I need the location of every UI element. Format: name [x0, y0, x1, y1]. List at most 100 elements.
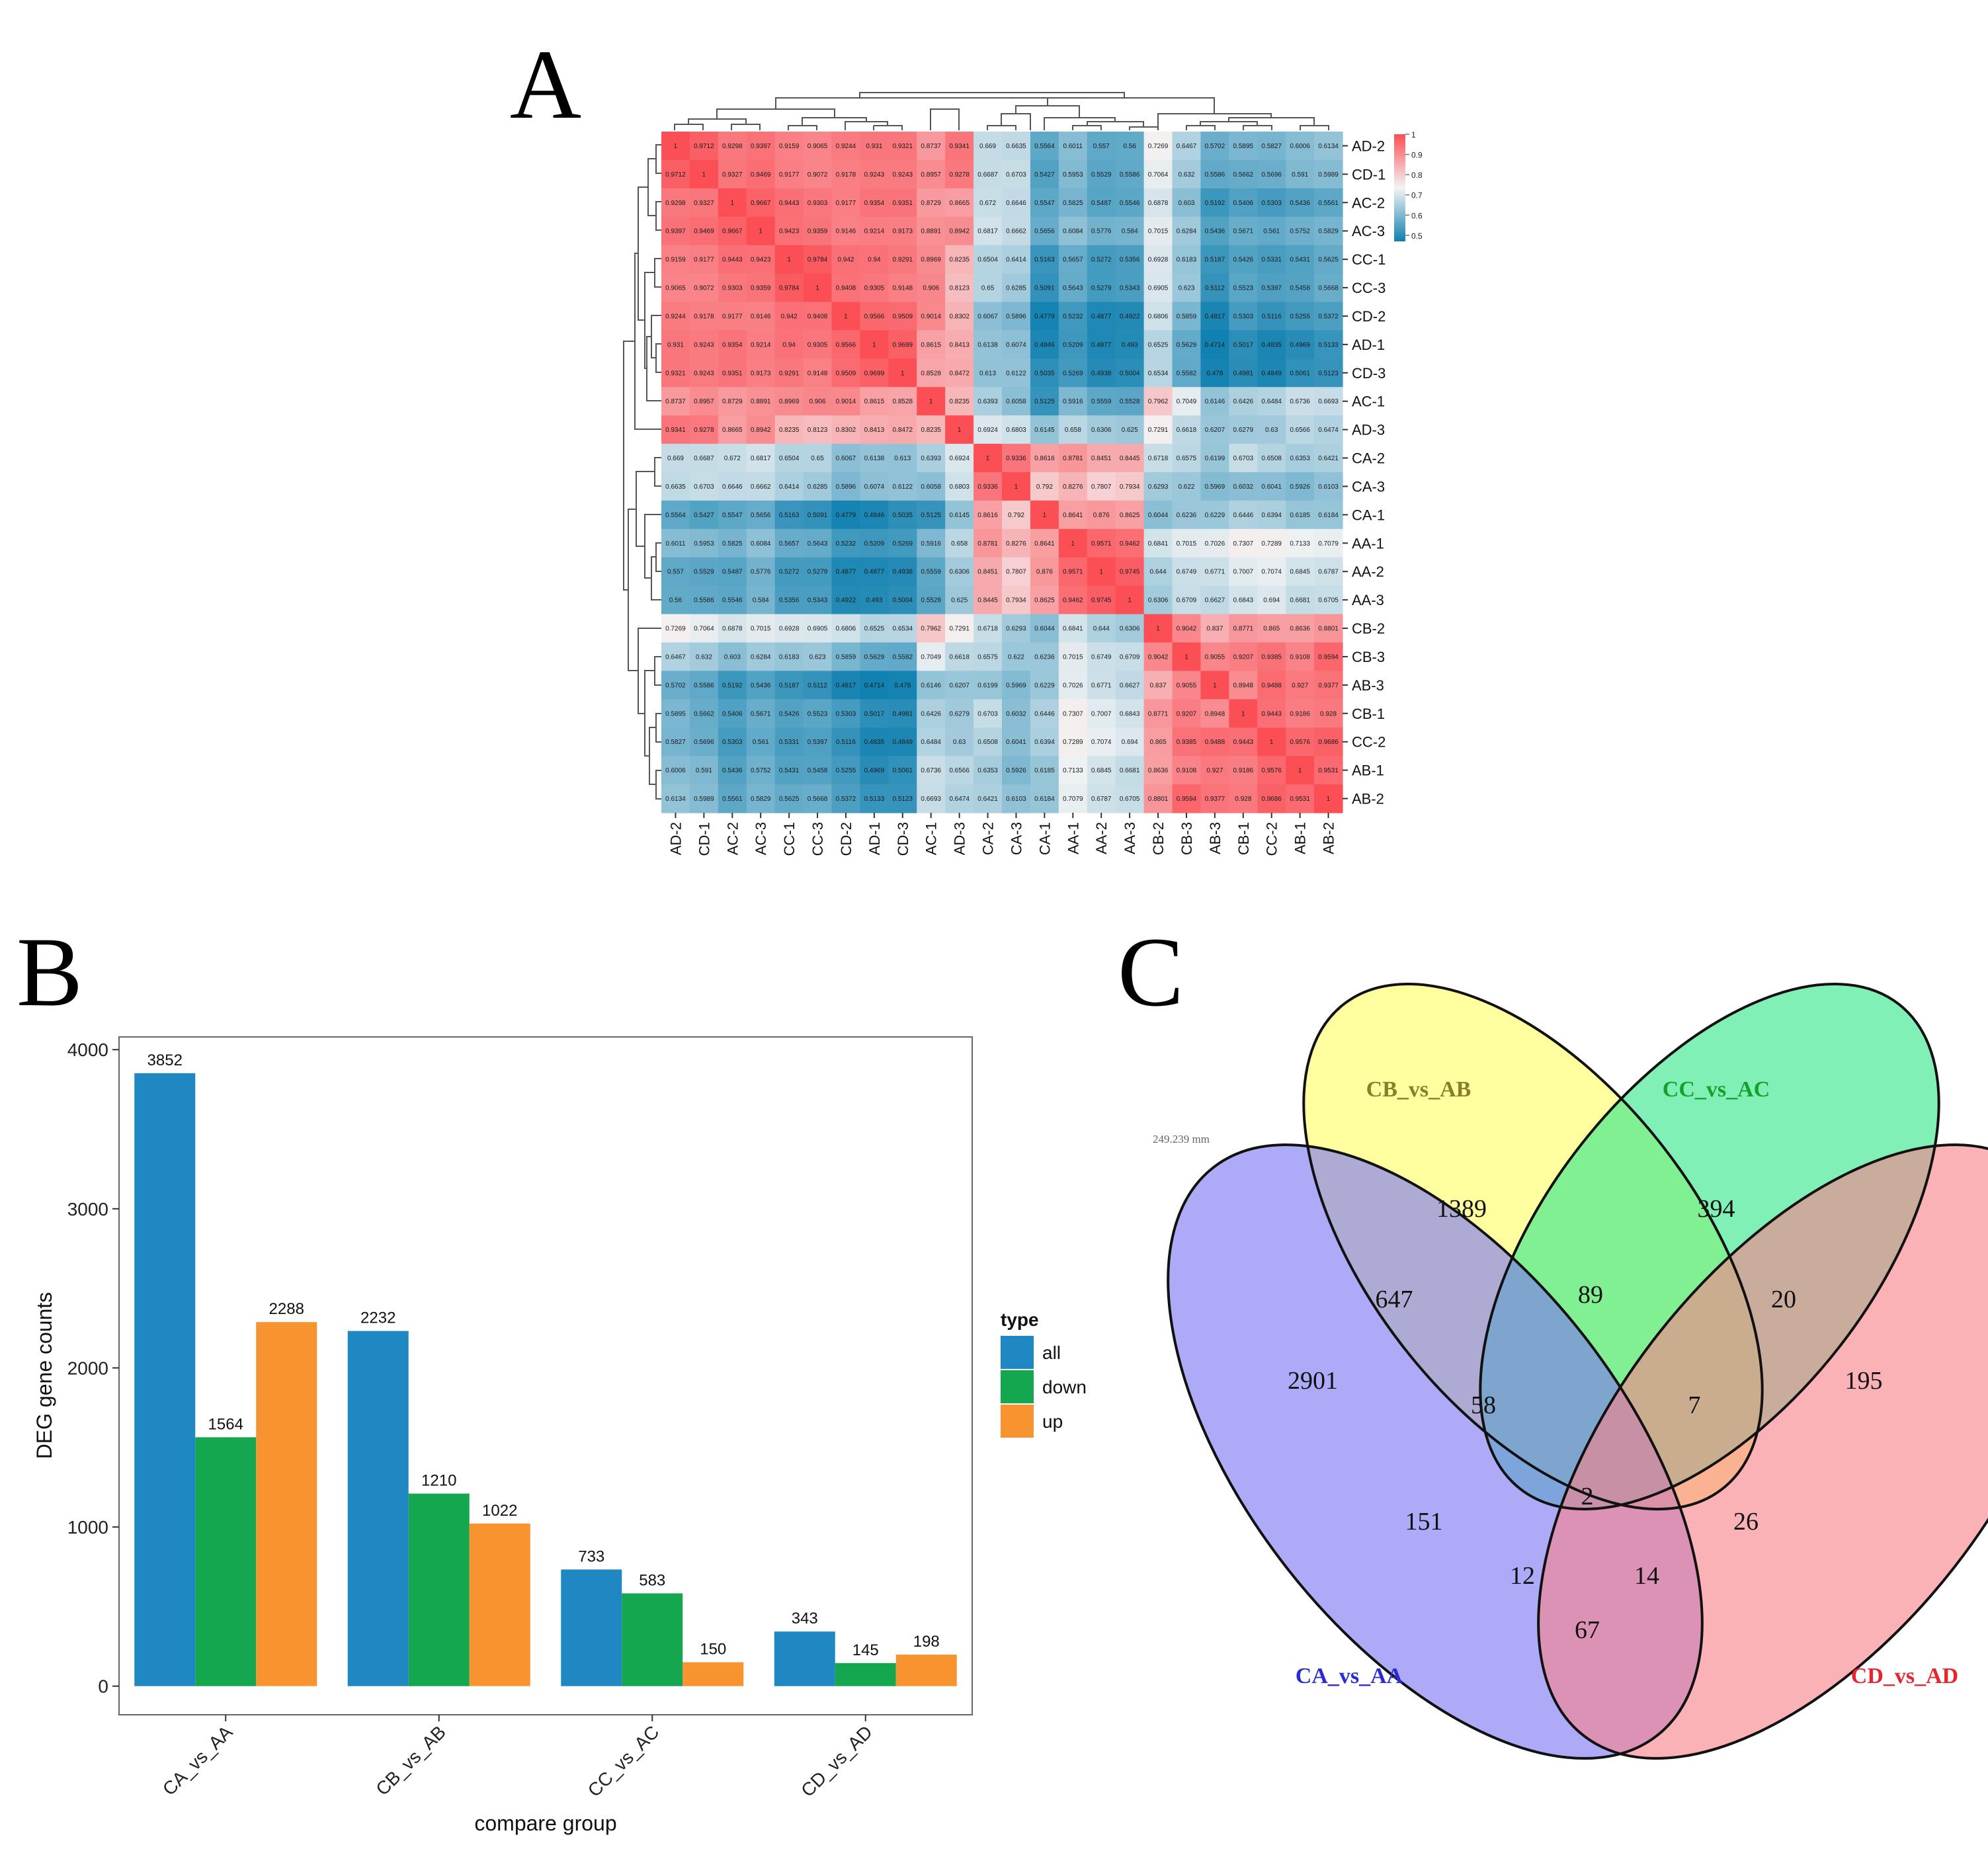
- heatmap-cell: [661, 699, 690, 728]
- heatmap-cell-value: 0.4779: [1034, 313, 1055, 320]
- heatmap-cell: [1286, 415, 1315, 444]
- heatmap-cell-value: 0.632: [696, 653, 712, 661]
- heatmap-cell: [803, 273, 833, 303]
- heatmap-cell: [774, 642, 804, 672]
- heatmap-cell-value: 0.6306: [1148, 597, 1169, 604]
- heatmap-cell: [945, 756, 974, 785]
- heatmap-cell-value: 0.9397: [751, 143, 771, 150]
- heatmap-cell-value: 0.6635: [665, 483, 686, 491]
- heatmap-cell: [1229, 358, 1258, 388]
- heatmap-cell: [1058, 699, 1088, 728]
- heatmap-cell: [1115, 273, 1145, 303]
- heatmap-cell: [917, 528, 946, 558]
- row-label-cb-3: CB-3: [1352, 649, 1385, 665]
- heatmap-cell: [746, 245, 776, 274]
- heatmap-cell-value: 0.9385: [1261, 653, 1282, 661]
- heatmap-cell: [1002, 132, 1031, 161]
- heatmap-cell: [1314, 756, 1343, 785]
- heatmap-cell-value: 0.9354: [864, 200, 885, 207]
- heatmap-cell: [1143, 188, 1173, 218]
- heatmap-cell-value: 0.5406: [722, 710, 743, 718]
- heatmap-cell: [718, 472, 747, 501]
- heatmap-cell: [831, 727, 861, 757]
- heatmap-cell-value: 0.6635: [1006, 143, 1026, 150]
- heatmap-cell-value: 0.9354: [722, 341, 743, 349]
- heatmap-cell-value: 0.4877: [1091, 313, 1112, 320]
- heatmap-cell: [1314, 699, 1343, 728]
- heatmap-cell: [1087, 756, 1116, 785]
- heatmap-cell: [860, 415, 889, 444]
- heatmap-cell-value: 0.5406: [1233, 200, 1253, 207]
- column-label-ab-1: AB-1: [1292, 822, 1309, 854]
- heatmap-cell: [689, 671, 719, 700]
- venn-count-only-cd: 195: [1845, 1367, 1883, 1395]
- heatmap-cell: [1030, 585, 1059, 615]
- heatmap-cell: [1143, 387, 1173, 416]
- column-label-ac-1: AC-1: [923, 822, 940, 855]
- heatmap-cell-value: 0.5662: [1233, 171, 1253, 179]
- heatmap-cell-value: 0.9377: [1205, 796, 1225, 803]
- heatmap-cell: [917, 727, 946, 757]
- venn-region-counts: 1389 394 2901 195 647 89 20 58 7 2 151 26 12 14 67: [1288, 1195, 1883, 1644]
- heatmap-cell-value: 0.9207: [1233, 653, 1253, 661]
- heatmap-cell: [803, 444, 833, 473]
- heatmap-cell: [1314, 273, 1343, 303]
- heatmap-cell: [1314, 528, 1343, 558]
- heatmap-cell-value: 0.5825: [1063, 200, 1083, 207]
- heatmap-cell-value: 0.5279: [808, 569, 828, 576]
- heatmap-cell: [1200, 727, 1229, 757]
- heatmap-cell-value: 0.7269: [665, 626, 686, 633]
- heatmap-cell: [689, 132, 719, 161]
- heatmap-cell-value: 0.669: [667, 455, 684, 462]
- row-label-ad-1: AD-1: [1352, 337, 1385, 353]
- heatmap-cell: [945, 132, 974, 161]
- heatmap-cell: [973, 273, 1003, 303]
- heatmap-cell-value: 0.5643: [808, 540, 828, 548]
- heatmap-cell-value: 0.7015: [1063, 653, 1083, 661]
- heatmap-cell-value: 0.6074: [864, 483, 885, 491]
- heatmap-cell: [973, 585, 1003, 615]
- heatmap-cell-value: 0.603: [1178, 200, 1194, 207]
- heatmap-cell-value: 0.8123: [949, 285, 970, 292]
- heatmap-cell: [945, 642, 974, 672]
- heatmap-cell: [1257, 273, 1286, 303]
- heatmap-cell-value: 0.9303: [808, 200, 828, 207]
- heatmap-cell-value: 1: [1213, 682, 1217, 689]
- heatmap-cell: [1286, 330, 1315, 359]
- heatmap-cell: [689, 500, 719, 530]
- heatmap-cell-value: 0.7079: [1318, 540, 1339, 548]
- bar-value-label: 733: [578, 1547, 604, 1565]
- heatmap-cell-value: 0.5561: [722, 796, 743, 803]
- heatmap-cell-value: 0.493: [1122, 341, 1138, 349]
- heatmap-cell: [1200, 756, 1229, 785]
- heatmap-cell-value: 0.8942: [949, 228, 970, 235]
- heatmap-cell: [1314, 614, 1343, 643]
- heatmap-cell: [1058, 528, 1088, 558]
- heatmap-cell: [746, 699, 776, 728]
- heatmap-cell: [1002, 500, 1031, 530]
- y-axis-title: DEG gene counts: [32, 1292, 56, 1460]
- heatmap-cell: [1257, 699, 1286, 728]
- heatmap-cell: [1115, 699, 1145, 728]
- heatmap-cell-value: 0.928: [1235, 796, 1251, 803]
- heatmap-cell-value: 0.6525: [864, 626, 885, 633]
- heatmap-cell-value: 0.672: [979, 200, 996, 207]
- heatmap-cell: [661, 330, 690, 359]
- heatmap-cell: [661, 642, 690, 672]
- heatmap-cell: [746, 216, 776, 246]
- heatmap-cell: [1143, 415, 1173, 444]
- heatmap-cell: [803, 528, 833, 558]
- heatmap-cell-value: 0.4938: [892, 569, 913, 576]
- heatmap-cell: [718, 188, 747, 218]
- heatmap-cell-value: 0.5017: [1233, 341, 1253, 349]
- heatmap-cell: [917, 273, 946, 303]
- heatmap-cell: [746, 727, 776, 757]
- heatmap-cell-value: 1: [929, 398, 933, 405]
- heatmap-cell: [803, 387, 833, 416]
- row-label-cd-3: CD-3: [1352, 365, 1386, 382]
- heatmap-cell-value: 0.5969: [1205, 483, 1225, 491]
- heatmap-cell-value: 0.9146: [836, 228, 856, 235]
- heatmap-cell-value: 0.6736: [921, 767, 941, 774]
- heatmap-cell-value: 0.8235: [949, 257, 970, 264]
- heatmap-column-labels: AD-2 CD-1 AC-2 AC-3 CC-1 CC-3 CD-2 AD-1 CD-3 AC-1…: [667, 813, 1337, 856]
